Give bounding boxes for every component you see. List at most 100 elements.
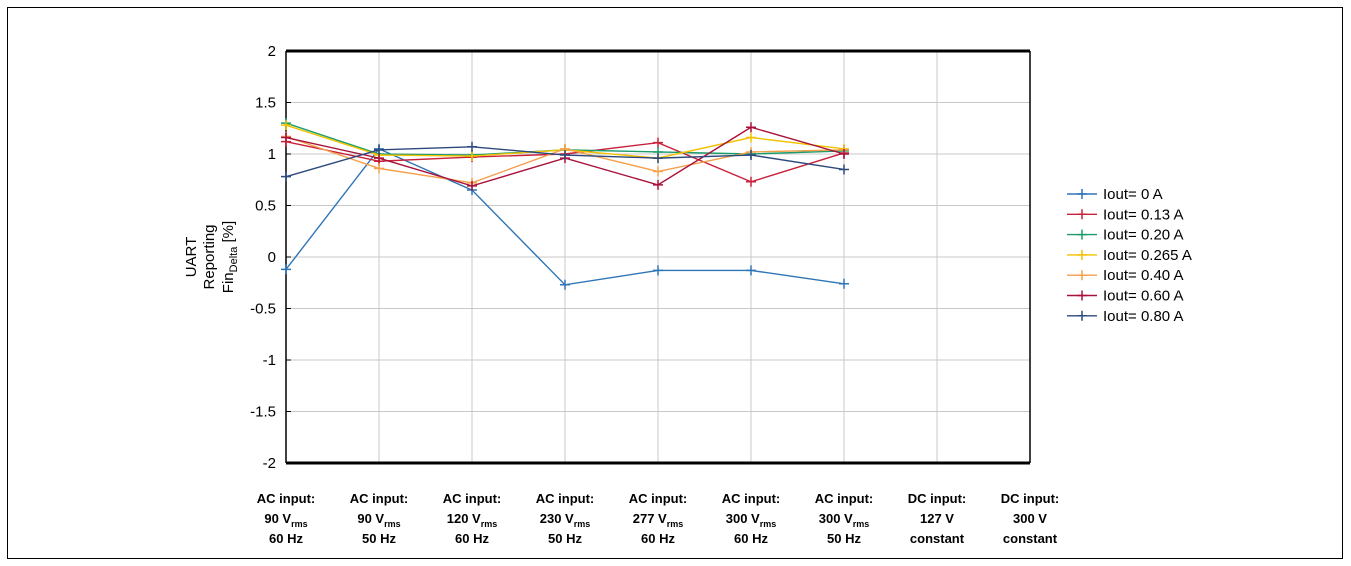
y-tick-label: 0.5: [255, 198, 276, 215]
legend-marker: [1077, 290, 1087, 301]
y-axis-label-subscript: Delta: [228, 246, 240, 273]
legend-label: Iout= 0 A: [1103, 186, 1163, 203]
legend-item: Iout= 0 A: [1067, 186, 1163, 203]
x-category-line3: constant: [910, 531, 965, 546]
data-point-marker: [281, 171, 291, 182]
x-category-voltage: 300 V: [1013, 511, 1047, 526]
data-point-marker: [467, 180, 477, 191]
x-category-line1: AC input:: [536, 491, 594, 506]
x-category-subscript: rms: [291, 519, 308, 529]
data-point-marker: [467, 141, 477, 152]
y-axis-label-unit: [%]: [220, 221, 237, 247]
x-category-line1: DC input:: [908, 491, 966, 506]
legend-label: Iout= 0.40 A: [1103, 267, 1184, 284]
data-point-marker: [839, 149, 849, 159]
y-tick-label: 1.5: [255, 95, 276, 112]
legend-label: Iout= 0.265 A: [1103, 247, 1192, 264]
x-category-line3: 60 Hz: [641, 531, 675, 546]
x-category-line2: 90 Vrms: [357, 511, 400, 529]
data-point-marker: [653, 153, 663, 164]
x-category-voltage: 127 V: [920, 511, 954, 526]
x-category-subscript: rms: [760, 519, 777, 529]
y-tick-label: 2: [268, 43, 276, 60]
legend-label: Iout= 0.60 A: [1103, 288, 1184, 305]
legend-label: Iout= 0.13 A: [1103, 206, 1184, 223]
x-category-subscript: rms: [481, 519, 498, 529]
x-category-line1: DC input:: [1001, 491, 1059, 506]
y-tick-labels: 2 1.5 1 0.5 0 -0.5 -1 -1.5 -2: [250, 43, 291, 472]
y-tick-label: 1: [268, 146, 276, 163]
y-tick-label: -0.5: [250, 301, 276, 318]
legend-marker: [1077, 249, 1087, 260]
x-category-line3: 50 Hz: [548, 531, 582, 546]
y-axis-label-line1: UART: [183, 237, 200, 278]
x-category-line1: AC input:: [350, 491, 408, 506]
x-category-line2: 90 Vrms: [264, 511, 307, 529]
y-tick-label: 0: [268, 249, 276, 266]
x-category-line2: 300 Vrms: [819, 511, 870, 529]
legend-marker: [1077, 229, 1087, 240]
x-category-line2: 300 Vrms: [726, 511, 777, 529]
x-category-line1: AC input:: [815, 491, 873, 506]
data-point-marker: [467, 151, 477, 162]
data-point-marker: [746, 265, 756, 276]
legend: Iout= 0 A Iout= 0.13 A Iout= 0.20 A Iout= 0…: [1067, 186, 1192, 325]
x-category-line1: AC input:: [443, 491, 501, 506]
x-category-line1: AC input:: [629, 491, 687, 506]
data-point-marker: [281, 132, 291, 143]
legend-item: Iout= 0.60 A: [1067, 288, 1184, 305]
y-axis-label-line2: Reporting: [201, 224, 218, 289]
x-category-subscript: rms: [853, 519, 870, 529]
data-point-marker: [839, 278, 849, 289]
x-category-line3: 60 Hz: [734, 531, 768, 546]
x-category-voltage: 230 V: [540, 511, 574, 526]
x-category-voltage: 300 V: [726, 511, 760, 526]
legend-marker: [1077, 209, 1087, 220]
data-point-marker: [746, 122, 756, 133]
x-category-line2: 127 V: [920, 511, 954, 526]
data-point-marker: [560, 150, 570, 161]
x-category-line2: 120 Vrms: [447, 511, 498, 529]
y-axis-label-base: Fin: [220, 272, 237, 293]
legend-marker: [1077, 310, 1087, 321]
y-tick-label: -1.5: [250, 404, 276, 421]
data-point-marker: [374, 144, 384, 155]
x-category-subscript: rms: [574, 519, 591, 529]
y-axis-label-line3: FinDelta [%]: [220, 221, 240, 293]
y-tick-label: -2: [263, 455, 276, 472]
x-category-voltage: 300 V: [819, 511, 853, 526]
x-category-line2: 277 Vrms: [633, 511, 684, 529]
x-category-voltage: 90 V: [264, 511, 291, 526]
legend-item: Iout= 0.20 A: [1067, 227, 1184, 244]
data-point-marker: [746, 132, 756, 143]
x-category-subscript: rms: [667, 519, 684, 529]
x-category-voltage: 277 V: [633, 511, 667, 526]
x-category-voltage: 90 V: [357, 511, 384, 526]
data-point-marker: [281, 264, 291, 275]
x-category-line2: 300 V: [1013, 511, 1047, 526]
data-point-marker: [374, 163, 384, 174]
x-category-line2: 230 Vrms: [540, 511, 591, 529]
data-point-marker: [746, 150, 756, 161]
data-point-marker: [653, 179, 663, 190]
x-category-line3: constant: [1003, 531, 1058, 546]
legend-marker: [1077, 189, 1087, 199]
legend-marker: [1077, 270, 1087, 281]
legend-label: Iout= 0.20 A: [1103, 227, 1184, 244]
data-point-marker: [653, 166, 663, 177]
y-tick-label: -1: [263, 352, 276, 369]
data-point-marker: [653, 137, 663, 148]
data-point-marker: [746, 176, 756, 187]
x-category-voltage: 120 V: [447, 511, 481, 526]
legend-label: Iout= 0.80 A: [1103, 308, 1184, 325]
y-axis-label: UART Reporting FinDelta [%]: [183, 221, 240, 293]
legend-item: Iout= 0.40 A: [1067, 267, 1184, 284]
x-category-line3: 60 Hz: [455, 531, 489, 546]
series-group: [281, 118, 849, 290]
data-point-marker: [560, 279, 570, 290]
figure-frame: [7, 7, 1343, 559]
data-point-marker: [653, 265, 663, 276]
legend-item: Iout= 0.265 A: [1067, 247, 1192, 264]
